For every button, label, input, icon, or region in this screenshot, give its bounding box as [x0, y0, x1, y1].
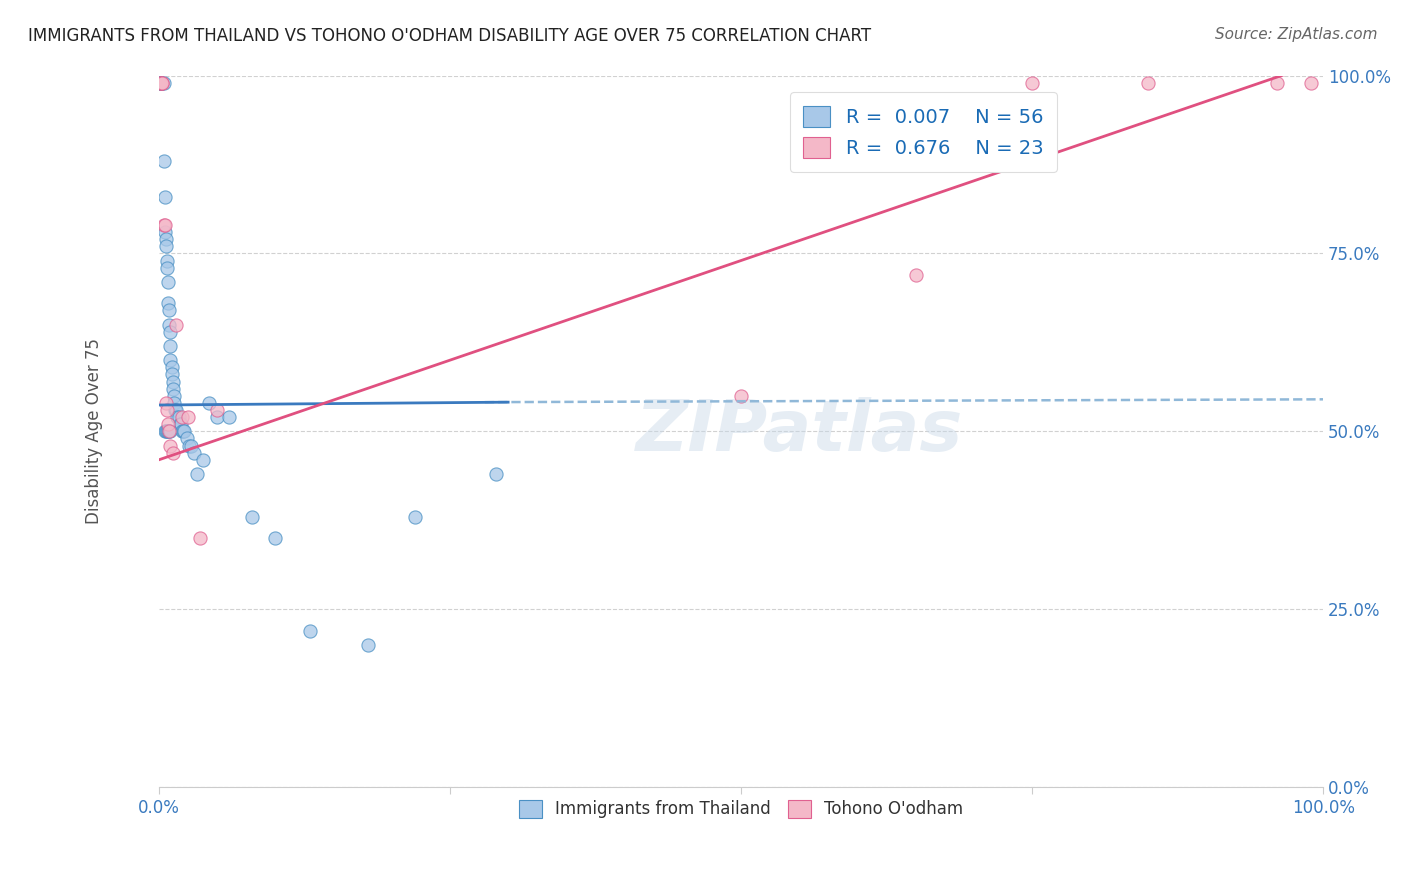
Point [149, 76, 172, 90]
Point [191, 452, 214, 467]
Point [1301, 76, 1323, 90]
Point [149, 76, 172, 90]
Point [152, 76, 174, 90]
Point [159, 353, 181, 368]
Point [170, 417, 193, 432]
Point [176, 432, 198, 446]
Point [166, 410, 188, 425]
Point [188, 531, 211, 545]
Point [177, 410, 200, 425]
Point [153, 218, 176, 232]
Point [155, 232, 177, 246]
Point [157, 425, 180, 439]
Point [198, 396, 221, 410]
Point [153, 225, 176, 239]
Point [165, 403, 187, 417]
Point [159, 439, 181, 453]
Point [156, 425, 179, 439]
Point [730, 389, 752, 403]
Point [150, 76, 173, 90]
Y-axis label: Disability Age Over 75: Disability Age Over 75 [86, 338, 103, 524]
Point [155, 396, 177, 410]
Point [186, 467, 208, 481]
Point [150, 76, 173, 90]
Point [159, 425, 181, 439]
Point [1021, 76, 1043, 90]
Point [153, 189, 176, 203]
Point [150, 76, 173, 90]
Point [149, 76, 172, 90]
Point [157, 417, 180, 432]
Point [218, 410, 240, 425]
Point [165, 318, 187, 332]
Point [1137, 76, 1160, 90]
Point [404, 509, 426, 524]
Point [179, 439, 201, 453]
Point [157, 425, 180, 439]
Point [160, 368, 183, 382]
Point [183, 446, 205, 460]
Point [1265, 76, 1288, 90]
Point [156, 253, 179, 268]
Point [162, 446, 184, 460]
Point [173, 425, 195, 439]
Point [156, 260, 179, 275]
Point [150, 76, 173, 90]
Point [165, 403, 187, 417]
Text: ZIPatlas: ZIPatlas [636, 397, 963, 466]
Point [485, 467, 508, 481]
Point [159, 339, 181, 353]
Point [157, 425, 180, 439]
Point [157, 275, 180, 289]
Point [157, 296, 180, 310]
Point [299, 624, 322, 638]
Point [159, 325, 181, 339]
Point [264, 531, 287, 545]
Point [904, 268, 927, 282]
Point [357, 638, 380, 652]
Point [167, 410, 190, 425]
Point [152, 218, 174, 232]
Point [205, 403, 228, 417]
Point [172, 410, 194, 425]
Point [153, 425, 176, 439]
Text: Source: ZipAtlas.com: Source: ZipAtlas.com [1215, 27, 1378, 42]
Point [156, 403, 179, 417]
Point [205, 410, 228, 425]
Point [157, 303, 180, 318]
Point [240, 509, 263, 524]
Point [160, 360, 183, 375]
Point [169, 417, 191, 432]
Point [163, 396, 186, 410]
Point [163, 389, 186, 403]
Point [155, 425, 177, 439]
Point [157, 318, 180, 332]
Point [162, 382, 184, 396]
Point [155, 239, 177, 253]
Point [150, 76, 173, 90]
Point [152, 153, 174, 168]
Point [150, 76, 173, 90]
Point [172, 425, 194, 439]
Text: IMMIGRANTS FROM THAILAND VS TOHONO O'ODHAM DISABILITY AGE OVER 75 CORRELATION CH: IMMIGRANTS FROM THAILAND VS TOHONO O'ODH… [28, 27, 872, 45]
Point [180, 439, 202, 453]
Point [172, 425, 194, 439]
Point [162, 375, 184, 389]
Legend: Immigrants from Thailand, Tohono O'odham: Immigrants from Thailand, Tohono O'odham [512, 793, 970, 825]
